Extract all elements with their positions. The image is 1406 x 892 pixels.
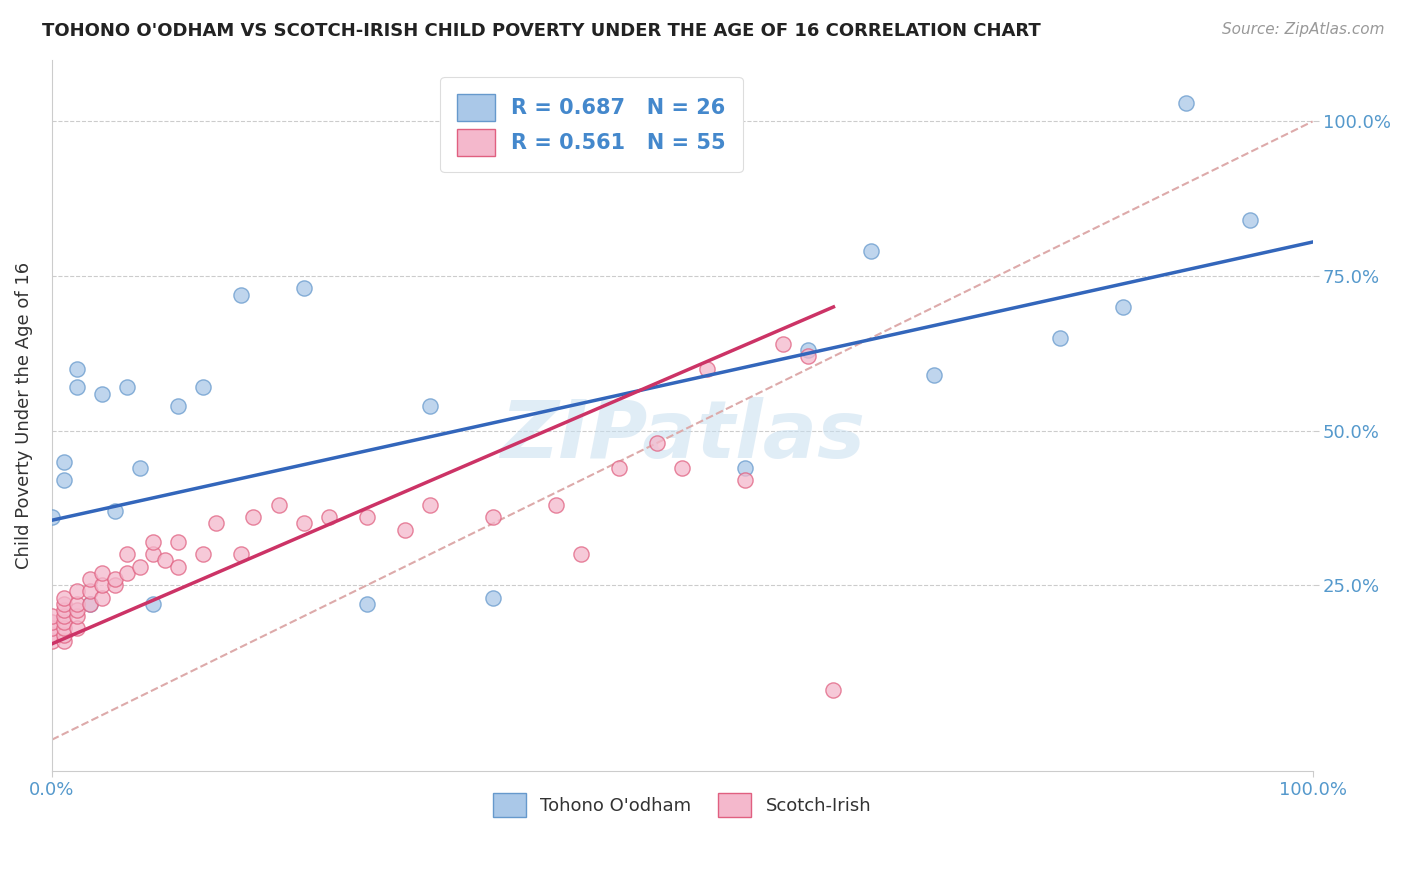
Point (671, 460, 693, 475)
Y-axis label: Child Poverty Under the Age of 16: Child Poverty Under the Age of 16 (15, 261, 32, 569)
Legend: Tohono O'odham, Scotch-Irish: Tohono O'odham, Scotch-Irish (484, 784, 880, 826)
Point (53, 473, 76, 487)
Point (204, 516, 226, 531)
Point (229, 287, 252, 301)
Point (155, 553, 177, 567)
Point (41, 633, 63, 648)
Point (79, 597, 101, 611)
Point (229, 547, 252, 561)
Point (79, 572, 101, 586)
Point (292, 281, 315, 295)
Point (53, 633, 76, 648)
Point (104, 504, 127, 518)
Point (104, 572, 127, 586)
Point (53, 597, 76, 611)
Point (142, 547, 165, 561)
Point (394, 523, 416, 537)
Point (860, 244, 883, 259)
Point (823, 683, 845, 698)
Point (797, 343, 820, 358)
Point (41, 609, 63, 624)
Point (91, 591, 114, 605)
Point (66, 380, 89, 394)
Point (1049, 331, 1071, 345)
Point (734, 473, 756, 487)
Point (696, 361, 718, 376)
Point (419, 498, 441, 512)
Point (191, 547, 214, 561)
Point (66, 361, 89, 376)
Point (53, 622, 76, 636)
Point (142, 535, 165, 549)
Point (734, 460, 756, 475)
Point (1239, 213, 1261, 227)
Point (166, 535, 188, 549)
Text: TOHONO O'ODHAM VS SCOTCH-IRISH CHILD POVERTY UNDER THE AGE OF 16 CORRELATION CHA: TOHONO O'ODHAM VS SCOTCH-IRISH CHILD POV… (42, 22, 1040, 40)
Point (53, 609, 76, 624)
Point (79, 597, 101, 611)
Point (482, 510, 505, 524)
Point (66, 597, 89, 611)
Point (41, 510, 63, 524)
Point (166, 559, 188, 574)
Point (1112, 300, 1135, 314)
Point (166, 399, 188, 413)
Point (129, 559, 152, 574)
Point (419, 399, 441, 413)
Point (482, 591, 505, 605)
Point (292, 516, 315, 531)
Point (91, 566, 114, 580)
Point (66, 622, 89, 636)
Point (356, 597, 378, 611)
Point (53, 615, 76, 630)
Point (66, 609, 89, 624)
Point (53, 627, 76, 641)
Point (91, 386, 114, 401)
Point (79, 584, 101, 599)
Point (117, 547, 139, 561)
Point (41, 627, 63, 641)
Point (191, 380, 214, 394)
Point (53, 591, 76, 605)
Point (1175, 95, 1198, 110)
Text: ZIPatlas: ZIPatlas (499, 398, 865, 475)
Text: Source: ZipAtlas.com: Source: ZipAtlas.com (1222, 22, 1385, 37)
Point (569, 547, 592, 561)
Point (772, 337, 794, 351)
Point (142, 597, 165, 611)
Point (607, 460, 630, 475)
Point (66, 603, 89, 617)
Point (117, 566, 139, 580)
Point (318, 510, 340, 524)
Point (356, 510, 378, 524)
Point (546, 498, 568, 512)
Point (41, 615, 63, 630)
Point (104, 578, 127, 592)
Point (797, 350, 820, 364)
Point (645, 436, 668, 450)
Point (53, 454, 76, 468)
Point (41, 622, 63, 636)
Point (91, 578, 114, 592)
Point (242, 510, 264, 524)
Point (53, 603, 76, 617)
Point (66, 584, 89, 599)
Point (117, 380, 139, 394)
Point (924, 368, 946, 382)
Point (267, 498, 290, 512)
Point (129, 460, 152, 475)
